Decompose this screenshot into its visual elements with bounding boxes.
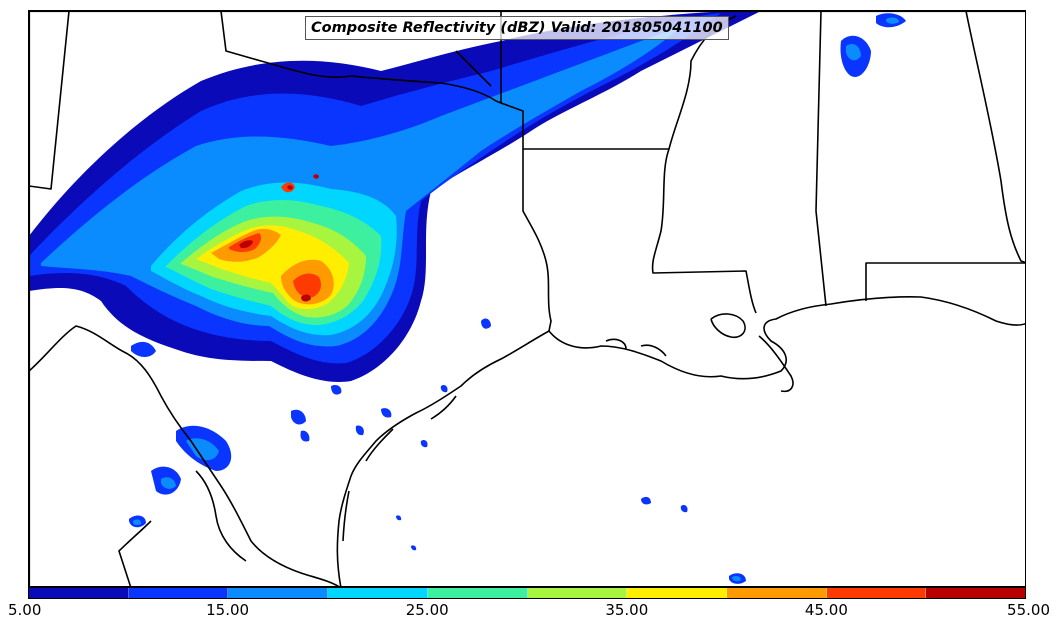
map-title: Composite Reflectivity (dBZ) Valid: 2018…: [305, 16, 729, 40]
state-border-tx-la: [522, 149, 552, 332]
state-border-panhandle-east: [29, 11, 70, 190]
colorbar-segment: [29, 588, 129, 598]
colorbar-segment: [926, 588, 1026, 598]
colorbar-tick-label: 55.00: [1007, 601, 1050, 619]
colorbar-segment: [726, 588, 827, 598]
border-mexico-states: [118, 470, 247, 586]
coastline-texas: [336, 330, 550, 586]
colorbar-segment: [128, 588, 229, 598]
state-border-al-fl: [865, 262, 1025, 301]
colorbar-segment: [328, 588, 428, 598]
coastline-gulf: [548, 296, 1025, 380]
colorbar-tick-label: 5.00: [8, 601, 42, 619]
map-canvas: [29, 11, 1025, 586]
border-rio-grande: [29, 325, 340, 586]
state-border-ok-ks-detail: [455, 50, 492, 87]
state-border-ms-al: [815, 11, 827, 307]
map-panel: [28, 10, 1026, 587]
colorbar-tick-label: 45.00: [804, 601, 848, 619]
colorbar-segment: [826, 588, 927, 598]
state-border-mississippi-river: [651, 15, 757, 314]
coastline-barrier-islands: [342, 395, 457, 542]
echo-45-50: [229, 182, 321, 298]
colorbar-segment: [228, 588, 329, 598]
state-border-ar-la: [500, 102, 669, 150]
state-border-red-river: [220, 11, 502, 104]
colorbar-segment: [427, 588, 528, 598]
state-border-al-ga: [965, 11, 1025, 264]
coastline-louisiana-detail: [605, 313, 794, 393]
colorbar-segment: [627, 588, 727, 598]
colorbar-tick-label: 35.00: [605, 601, 649, 619]
colorbar-tick-label: 25.00: [405, 601, 449, 619]
reflectivity-field: [29, 11, 906, 584]
map-border: [29, 11, 1025, 586]
colorbar-segment: [527, 588, 628, 598]
colorbar: [28, 587, 1026, 599]
colorbar-tick-label: 15.00: [206, 601, 250, 619]
